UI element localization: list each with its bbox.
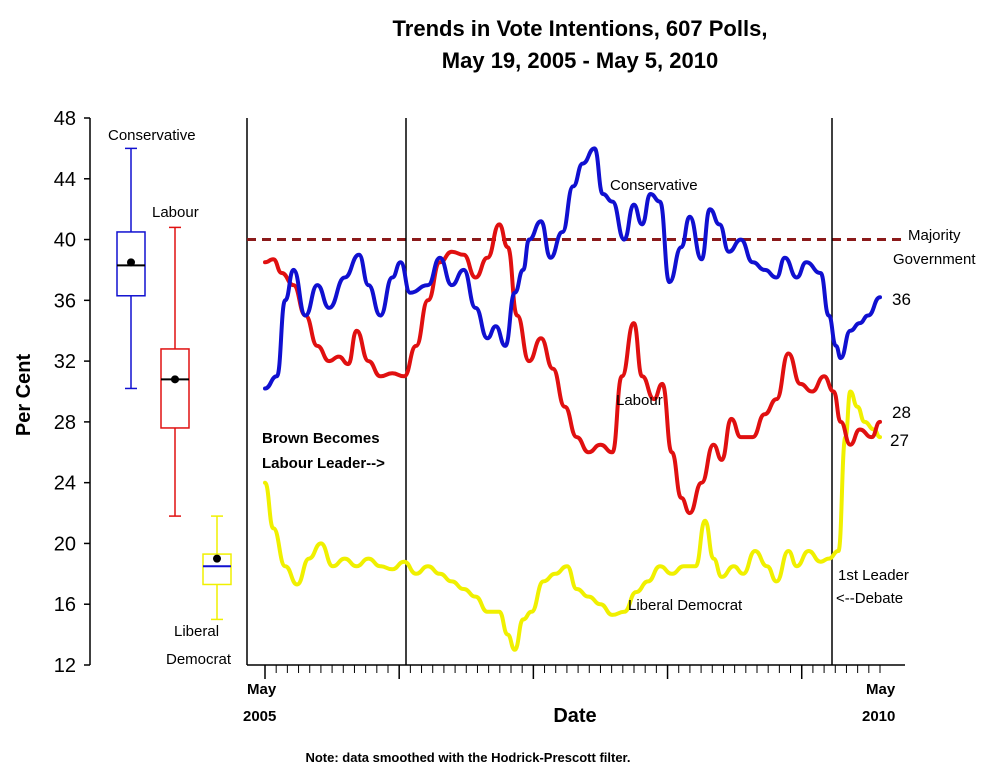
y-tick-label-44: 44 [54, 169, 76, 191]
annotation-conservative: Conservative [610, 177, 698, 194]
y-axis-title: Per Cent [13, 354, 35, 437]
annotation-debate-2: <--Debate [836, 590, 903, 607]
x-tick-label-start-year: 2005 [243, 708, 276, 725]
y-tick-label-24: 24 [54, 473, 76, 495]
chart-title-line1: Trends in Vote Intentions, 607 Polls, [392, 16, 768, 41]
annotation-brown-1: Brown Becomes [262, 430, 380, 447]
boxplot-label-libdem-2: Democrat [166, 651, 232, 668]
y-tick-label-48: 48 [54, 108, 76, 130]
boxplot-mean [213, 554, 221, 563]
boxplot-conservative [116, 147, 146, 390]
series-line-conservative [263, 146, 882, 391]
boxplot-mean [127, 258, 135, 267]
y-tick-label-16: 16 [54, 594, 76, 616]
end-label-libdem: 27 [890, 431, 909, 450]
boxplot-box [116, 231, 146, 297]
annotation-majority-2: Government [893, 251, 976, 268]
boxplot-box [202, 553, 232, 586]
y-tick-label-28: 28 [54, 412, 76, 434]
y-tick-label-40: 40 [54, 230, 76, 252]
y-tick-label-36: 36 [54, 290, 76, 312]
chart-title-line2: May 19, 2005 - May 5, 2010 [441, 48, 719, 73]
end-label-conservative: 36 [892, 290, 911, 309]
annotation-labour: Labour [616, 392, 663, 409]
y-axis: 12 16 20 24 28 32 36 40 44 48 [54, 108, 91, 677]
x-tick-label-end-month: May [866, 681, 896, 698]
series-lines [263, 146, 882, 652]
x-tick-label-start-month: May [247, 681, 277, 698]
boxplot-label-libdem-1: Liberal [174, 623, 219, 640]
boxplot-label-conservative: Conservative [108, 127, 196, 144]
x-tick-label-end-year: 2010 [862, 708, 895, 725]
boxplot-labour [160, 226, 190, 517]
y-tick-label-20: 20 [54, 533, 76, 555]
reference-lines [247, 118, 905, 665]
annotation-brown-2: Labour Leader--> [262, 455, 385, 472]
x-axis-title: Date [553, 705, 596, 727]
boxplot-box [160, 348, 190, 429]
series-line-labour [263, 222, 882, 516]
boxplots [116, 147, 232, 621]
footnote: Note: data smoothed with the Hodrick-Pre… [305, 750, 630, 765]
annotation-majority-1: Majority [908, 227, 961, 244]
series-line-liberal-democrat [263, 389, 882, 652]
boxplot-mean [171, 375, 179, 384]
annotation-debate-1: 1st Leader [838, 567, 909, 584]
end-label-labour: 28 [892, 403, 911, 422]
y-tick-label-32: 32 [54, 351, 76, 373]
x-axis-ticks [264, 665, 881, 679]
boxplot-label-labour: Labour [152, 204, 199, 221]
boxplot-liberal-democrat [202, 515, 232, 621]
annotation-libdem: Liberal Democrat [628, 597, 743, 614]
y-tick-label-12: 12 [54, 655, 76, 677]
